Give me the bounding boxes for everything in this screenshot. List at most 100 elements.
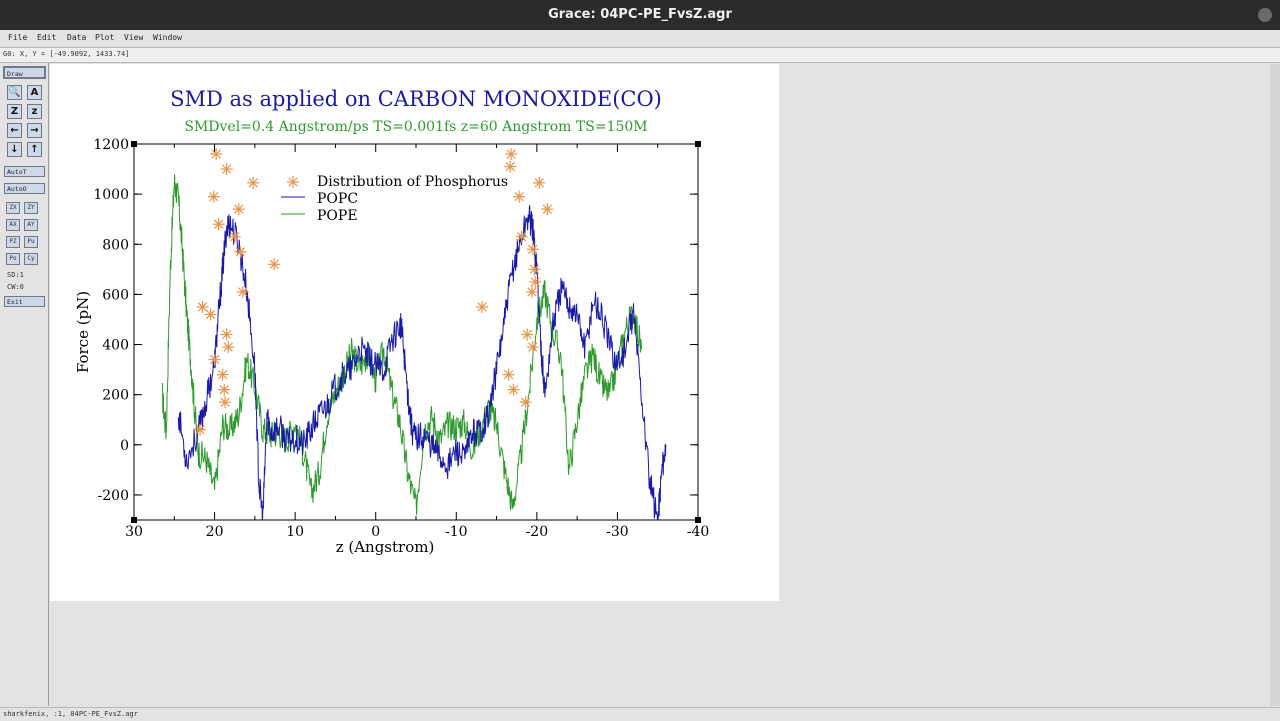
- phosphorus-point: [505, 148, 518, 161]
- plot-frame: [133, 143, 699, 521]
- phosphorus-point: [533, 176, 546, 189]
- close-window-button[interactable]: [1258, 8, 1272, 22]
- phosphorus-point: [210, 148, 223, 161]
- y-tick-label: 1000: [93, 187, 129, 203]
- phosphorus-point: [222, 341, 235, 354]
- phosphorus-point: [216, 368, 229, 381]
- toolbox: Draw 🔍 A Z z ← → ↓ ↑ AutoT AutoO ZX ZY A…: [0, 63, 49, 706]
- phosphorus-point: [220, 328, 233, 341]
- phosphorus-point: [247, 176, 260, 189]
- title-bar: Grace: 04PC-PE_FvsZ.agr: [0, 0, 1280, 30]
- y-tick-label: 0: [120, 438, 129, 454]
- legend-label: POPC: [317, 191, 358, 207]
- down-arrow-icon[interactable]: ↓: [7, 142, 22, 157]
- menu-bar: File Edit Data Plot View Window: [0, 30, 1280, 48]
- left-arrow-icon[interactable]: ←: [7, 123, 22, 138]
- zx-button[interactable]: ZX: [6, 202, 20, 214]
- phosphorus-point: [515, 230, 528, 243]
- phosphorus-point: [207, 190, 220, 203]
- po-button[interactable]: Po: [6, 253, 20, 265]
- phosphorus-point: [519, 396, 532, 409]
- x-tick-label: -20: [526, 524, 549, 540]
- vertical-scrollbar[interactable]: [1270, 64, 1280, 706]
- x-axis-label: z (Angstrom): [336, 538, 435, 556]
- pope-series-line: [161, 174, 643, 516]
- y-tick-label: -200: [98, 488, 129, 504]
- phosphorus-point: [504, 160, 517, 173]
- chart-title: SMD as applied on CARBON MONOXIDE(CO): [170, 87, 662, 111]
- popc-series-line: [177, 205, 667, 520]
- zoom-icon[interactable]: 🔍: [7, 85, 22, 100]
- x-tick-label: -10: [445, 524, 468, 540]
- x-tick-label: 10: [286, 524, 304, 540]
- phosphorus-point: [526, 243, 539, 256]
- phosphorus-point: [219, 396, 232, 409]
- phosphorus-point: [228, 230, 241, 243]
- y-axis-label: Force (pN): [74, 291, 92, 373]
- right-arrow-icon[interactable]: →: [27, 123, 42, 138]
- phosphorus-point: [507, 383, 520, 396]
- exit-button[interactable]: Exit: [4, 296, 45, 307]
- phosphorus-point: [212, 218, 225, 231]
- ay-button[interactable]: AY: [24, 219, 38, 231]
- status-text: sharkfenix, :1, 04PC-PE_FvsZ.agr: [3, 710, 138, 718]
- zy-button[interactable]: ZY: [24, 202, 38, 214]
- phosphorus-point: [208, 353, 221, 366]
- text-zoom-icon[interactable]: A: [27, 85, 42, 100]
- zoom-y-icon[interactable]: z: [27, 104, 42, 119]
- phosphorus-point: [234, 245, 247, 258]
- status-bar: sharkfenix, :1, 04PC-PE_FvsZ.agr: [0, 707, 1280, 721]
- y-tick-label: 800: [102, 237, 129, 253]
- y-tick-label: 600: [102, 287, 129, 303]
- window-title: Grace: 04PC-PE_FvsZ.agr: [548, 7, 732, 22]
- y-tick-label: 400: [102, 338, 129, 354]
- x-tick-label: 30: [125, 524, 143, 540]
- autoo-button[interactable]: AutoO: [4, 183, 45, 194]
- legend-label: POPE: [317, 208, 358, 224]
- locator-bar: G0: X, Y = [-49.9092, 1433.74]: [0, 48, 1280, 63]
- pz-button[interactable]: PZ: [6, 236, 20, 248]
- menu-plot[interactable]: Plot: [95, 33, 115, 42]
- force-chart: SMD as applied on CARBON MONOXIDE(CO) SM…: [74, 87, 710, 556]
- pu-button[interactable]: Pu: [24, 236, 38, 248]
- ax-button[interactable]: AX: [6, 219, 20, 231]
- phosphorus-point: [236, 285, 249, 298]
- set-depth-readout: SD:1: [7, 271, 24, 279]
- phosphorus-point: [521, 328, 534, 341]
- phosphorus-point: [502, 368, 515, 381]
- draw-button[interactable]: Draw: [3, 66, 46, 79]
- phosphorus-point: [528, 263, 541, 276]
- current-world-readout: CW:0: [7, 283, 24, 291]
- phosphorus-point: [204, 308, 217, 321]
- up-arrow-icon[interactable]: ↑: [27, 142, 42, 157]
- phosphorus-point: [194, 423, 207, 436]
- y-tick-label: 200: [102, 388, 129, 404]
- phosphorus-point: [218, 383, 231, 396]
- phosphorus-point: [526, 341, 539, 354]
- menu-view[interactable]: View: [124, 33, 144, 42]
- phosphorus-point: [476, 300, 489, 313]
- locator-readout: G0: X, Y = [-49.9092, 1433.74]: [3, 50, 130, 58]
- phosphorus-point: [529, 275, 542, 288]
- legend-phosphorus-symbol: [287, 176, 299, 188]
- x-tick-label: 20: [206, 524, 224, 540]
- menu-window[interactable]: Window: [153, 33, 182, 42]
- phosphorus-point: [220, 163, 233, 176]
- phosphorus-point: [526, 285, 539, 298]
- x-tick-label: -30: [606, 524, 629, 540]
- menu-edit[interactable]: Edit: [37, 33, 57, 42]
- x-tick-label: -40: [687, 524, 710, 540]
- plot-canvas[interactable]: SMD as applied on CARBON MONOXIDE(CO) SM…: [50, 64, 779, 601]
- menu-data[interactable]: Data: [67, 33, 87, 42]
- phosphorus-point: [513, 190, 526, 203]
- phosphorus-point: [232, 203, 245, 216]
- cy-button[interactable]: Cy: [24, 253, 38, 265]
- menu-file[interactable]: File: [8, 33, 28, 42]
- chart-subtitle: SMDvel=0.4 Angstrom/ps TS=0.001fs z=60 A…: [184, 119, 647, 135]
- phosphorus-point: [268, 258, 281, 271]
- autot-button[interactable]: AutoT: [4, 166, 45, 177]
- x-tick-label: 0: [371, 524, 380, 540]
- phosphorus-point: [196, 300, 209, 313]
- zoom-x-icon[interactable]: Z: [7, 104, 22, 119]
- phosphorus-point: [541, 203, 554, 216]
